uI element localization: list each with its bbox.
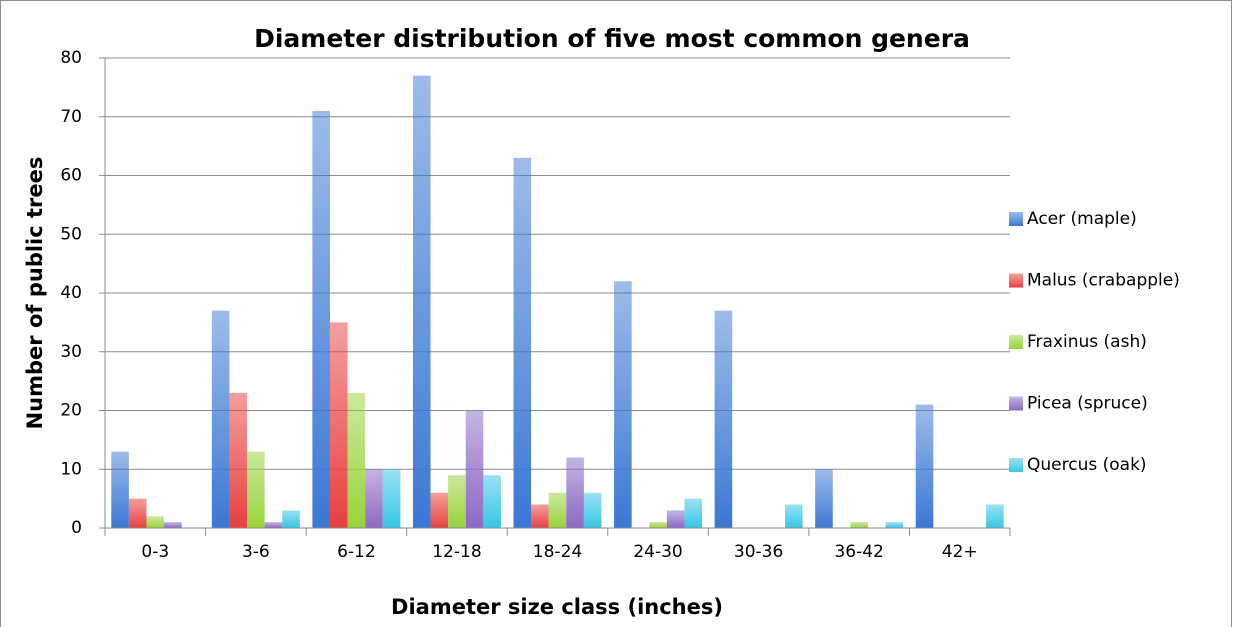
bar [548, 492, 567, 528]
bar [513, 157, 532, 528]
bar [566, 457, 584, 528]
bar [915, 404, 934, 528]
legend-swatch [1009, 273, 1023, 288]
bar [146, 516, 165, 528]
bar [312, 110, 330, 528]
bar [264, 522, 283, 528]
legend-swatch [1009, 458, 1023, 472]
x-tick-label: 12-18 [432, 542, 481, 562]
bar [666, 510, 685, 528]
y-tick-label: 50 [60, 224, 82, 244]
y-tick-label: 20 [60, 401, 82, 421]
y-tick-label: 60 [60, 166, 82, 186]
y-tick-label: 10 [60, 459, 82, 479]
legend-swatch [1009, 335, 1023, 349]
legend-label: Fraxinus (ash) [1027, 332, 1147, 352]
x-tick-label: 36-42 [834, 542, 883, 562]
legend-label: Picea (spruce) [1027, 394, 1148, 414]
x-tick-label: 0-3 [141, 542, 169, 562]
legend-label: Acer (maple) [1027, 209, 1137, 229]
y-tick-label: 0 [71, 518, 82, 538]
bar [583, 492, 602, 528]
bar [329, 322, 348, 528]
legend-label: Malus (crabapple) [1027, 271, 1180, 291]
bar [885, 522, 904, 528]
y-tick-label: 40 [60, 283, 82, 303]
bar [347, 392, 366, 528]
y-tick-label: 70 [60, 107, 82, 127]
bar [382, 469, 401, 528]
bar [448, 475, 466, 528]
bar [412, 75, 431, 528]
bar [649, 522, 667, 528]
bar [684, 498, 703, 528]
legend-swatch [1009, 212, 1023, 226]
x-axis-title: Diameter size class (inches) [391, 595, 723, 619]
bar [365, 469, 383, 528]
x-tick-label: 6-12 [337, 542, 376, 562]
x-tick-label: 24-30 [633, 542, 682, 562]
bar [531, 504, 549, 528]
y-axis-title: Number of public trees [23, 157, 47, 430]
legend-label: Quercus (oak) [1027, 455, 1147, 475]
bar [614, 281, 632, 528]
x-tick-label: 18-24 [533, 542, 582, 562]
bar [211, 310, 230, 528]
bar [111, 451, 129, 528]
bar [128, 498, 147, 528]
x-tick-label: 30-36 [734, 542, 783, 562]
bar [430, 492, 449, 528]
bar [483, 475, 501, 528]
bar [465, 410, 484, 528]
bar [282, 510, 300, 528]
bar [986, 504, 1004, 528]
legend-swatch [1009, 396, 1023, 411]
x-tick-label: 3-6 [242, 542, 270, 562]
bar [785, 504, 803, 528]
bar [714, 310, 733, 528]
y-tick-label: 80 [60, 48, 82, 68]
x-tick-label: 42+ [942, 542, 978, 562]
chart-title: Diameter distribution of five most commo… [254, 24, 970, 53]
bar [229, 392, 248, 528]
bar [850, 522, 868, 528]
bar [815, 469, 833, 528]
y-tick-label: 30 [60, 342, 82, 362]
bar [247, 451, 265, 528]
bar [164, 522, 182, 528]
